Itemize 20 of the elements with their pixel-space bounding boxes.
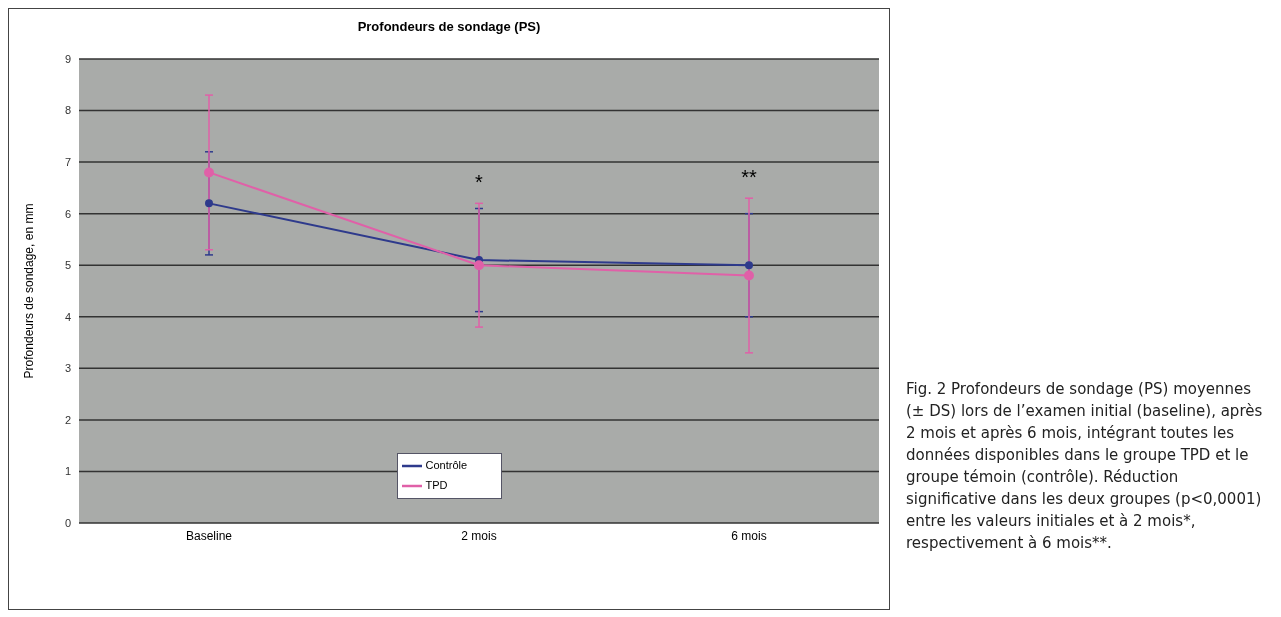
y-tick-label: 1 (64, 465, 71, 478)
y-tick-label: 5 (64, 259, 71, 272)
y-tick-label: 9 (64, 52, 71, 65)
y-tick-label: 6 (64, 207, 71, 220)
y-tick-label: 8 (64, 104, 71, 117)
y-tick-label: 7 (64, 156, 71, 169)
chart-title: Profondeurs de sondage (PS) (356, 19, 542, 36)
y-axis-title: Profondeurs de sondage, en mm (22, 203, 37, 379)
y-tick-label: 0 (64, 516, 71, 529)
annotation: ** (741, 166, 757, 189)
caption: Fig. 2 Profondeurs de sondage (PS) moyennes (± DS) lors de l’examen initial (baseline), après 2 mois et après 6 mois, intégrant toutes les données disponibles dans le groupe TPD et le groupe témoin (contrôle). Réduction significative dans les deux groupes (p<0,0001) entre les valeurs initiales et à 2 mois*, respectivement à 6 mois**. (906, 379, 1264, 554)
y-tick-label: 3 (64, 362, 71, 375)
y-tick-label: 4 (64, 310, 71, 323)
annotation: * (475, 171, 484, 194)
y-tick-label: 2 (64, 413, 71, 426)
x-tick-label: 6 mois (731, 528, 767, 543)
legend-label: Contrôle (425, 458, 468, 471)
x-tick-label: 2 mois (461, 528, 497, 543)
x-tick-label: Baseline (185, 528, 233, 543)
legend-label: TPD (425, 478, 448, 491)
